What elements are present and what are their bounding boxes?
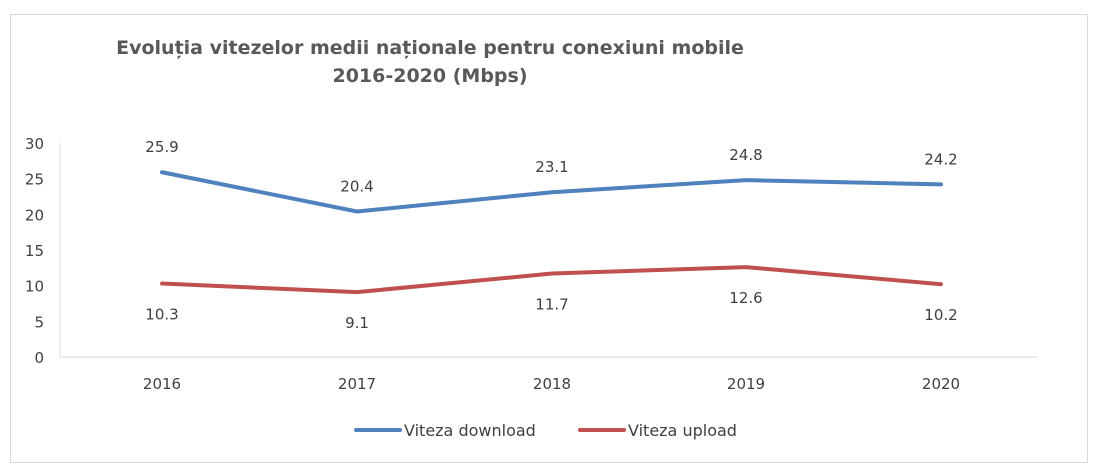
legend-label: Viteza download <box>404 421 536 440</box>
chart-border <box>10 14 1088 463</box>
x-tick-label: 2016 <box>143 375 181 393</box>
x-tick-label: 2017 <box>338 375 376 393</box>
data-label: 11.7 <box>535 296 568 314</box>
data-label: 12.6 <box>729 289 762 307</box>
series-line-0 <box>160 170 943 214</box>
y-tick-label: 5 <box>34 313 44 331</box>
series-line-1 <box>160 265 943 295</box>
y-tick-label: 15 <box>25 242 44 260</box>
data-label: 24.8 <box>729 146 762 164</box>
y-tick-label: 25 <box>25 171 44 189</box>
chart-subtitle: 2016-2020 (Mbps) <box>332 65 527 87</box>
data-label: 25.9 <box>145 138 178 156</box>
legend-label: Viteza upload <box>628 421 737 440</box>
x-tick-label: 2019 <box>727 375 765 393</box>
data-label: 9.1 <box>345 314 369 332</box>
data-label: 10.2 <box>924 306 957 324</box>
x-tick-label: 2020 <box>922 375 960 393</box>
chart-title: Evoluția vitezelor medii naționale pentr… <box>116 37 744 59</box>
data-label: 23.1 <box>535 158 568 176</box>
y-tick-label: 20 <box>25 206 44 224</box>
data-label: 24.2 <box>924 150 957 168</box>
data-label: 10.3 <box>145 306 178 324</box>
y-tick-label: 0 <box>34 349 44 367</box>
y-tick-label: 10 <box>25 278 44 296</box>
x-tick-label: 2018 <box>533 375 571 393</box>
y-tick-label: 30 <box>25 135 44 153</box>
data-label: 20.4 <box>340 177 373 195</box>
